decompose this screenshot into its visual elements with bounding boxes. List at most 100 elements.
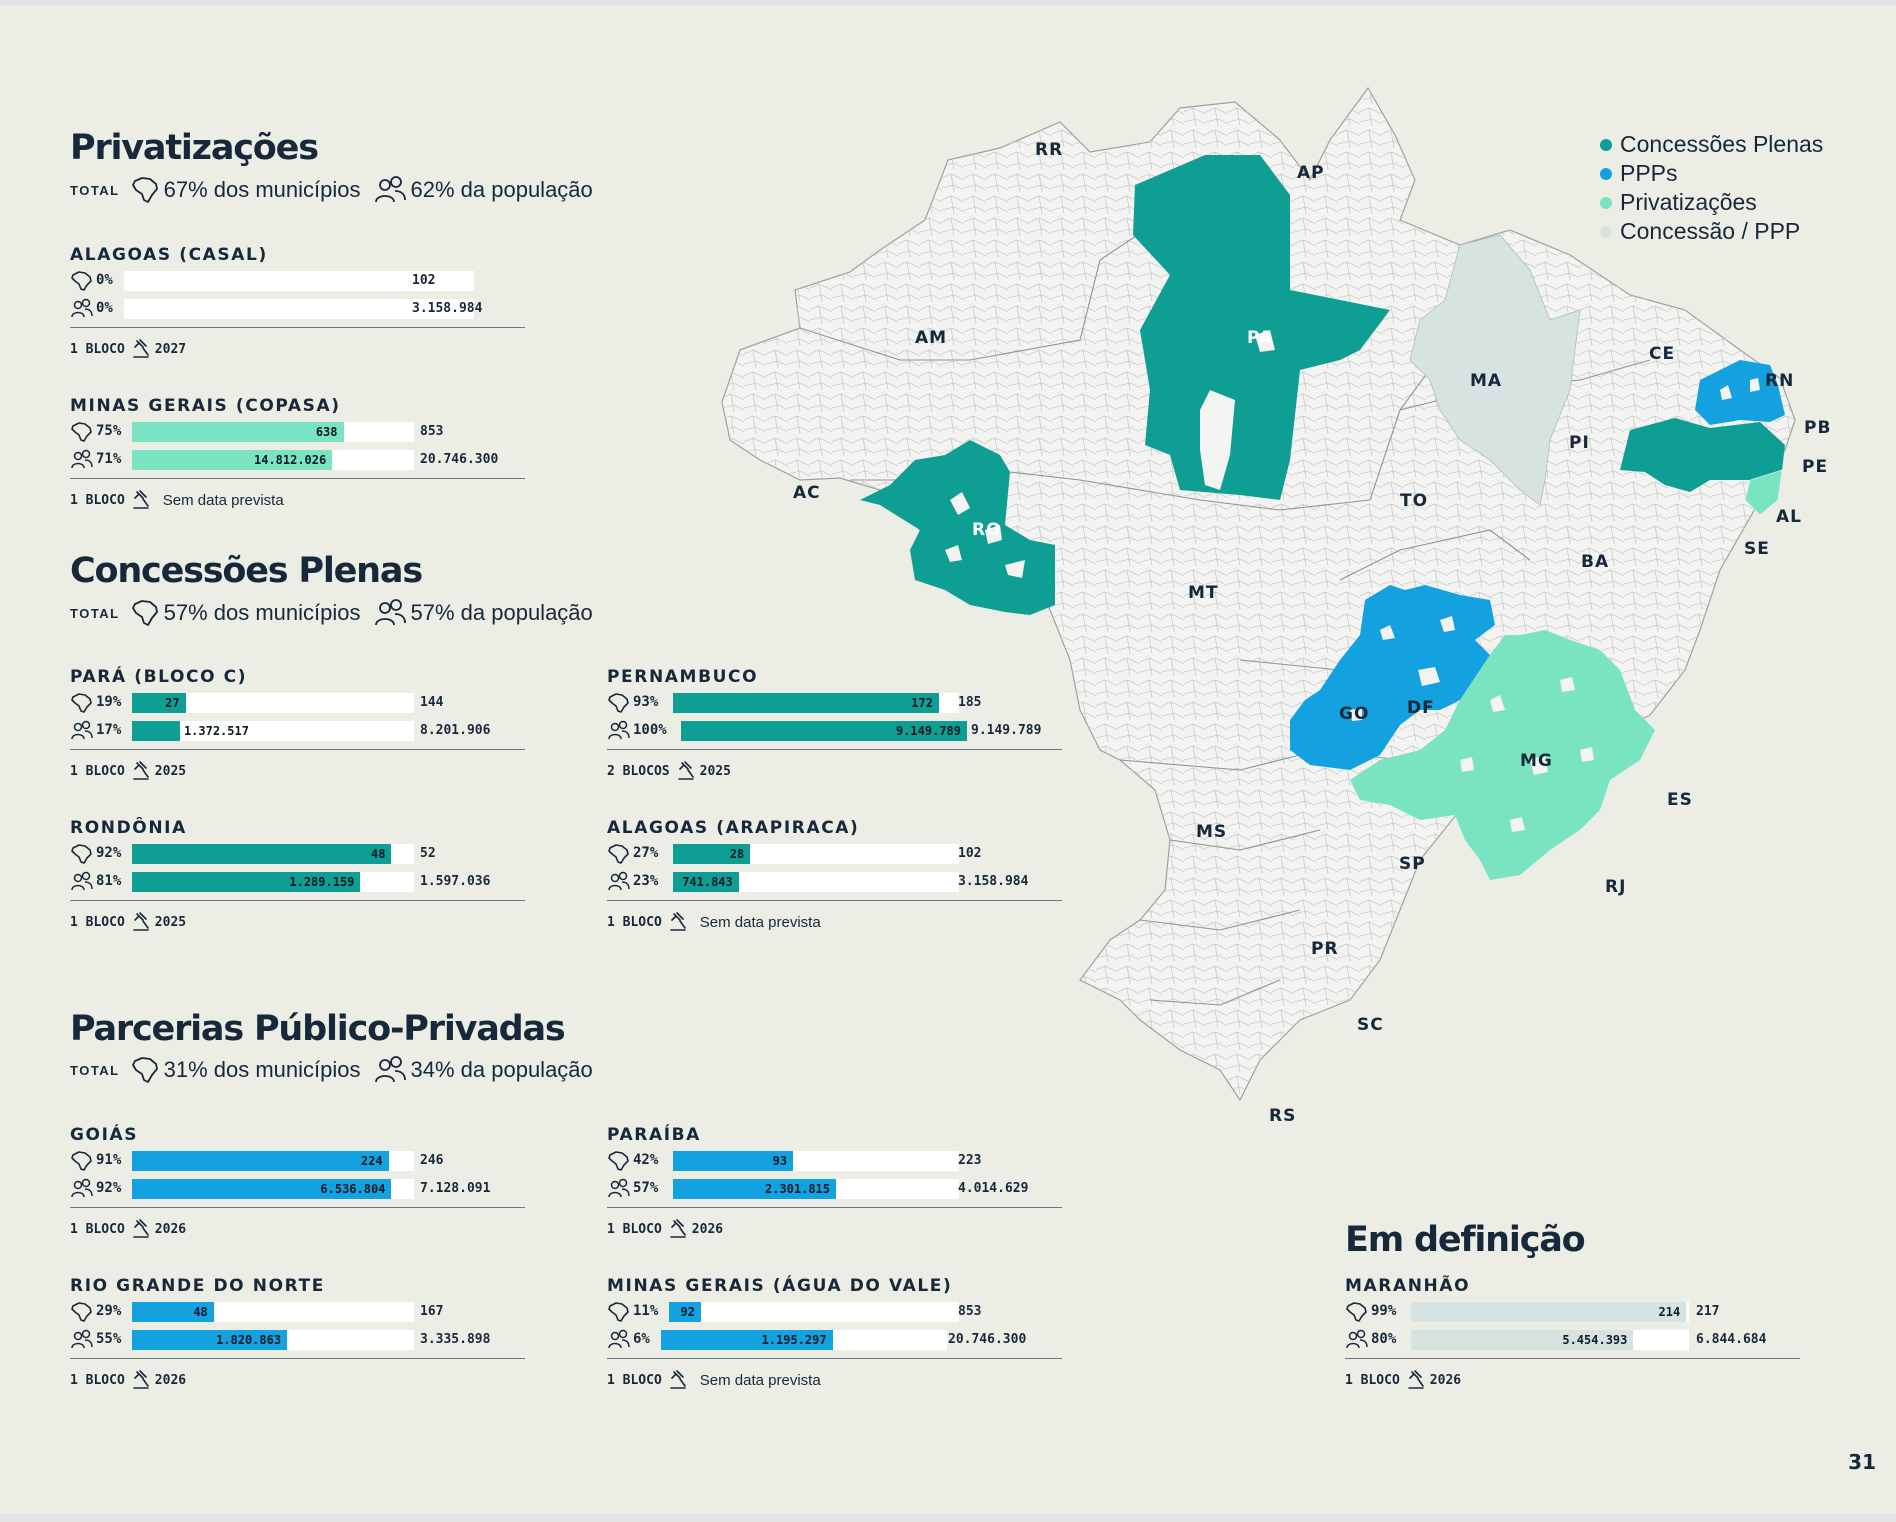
municipios-row: 42% 93 223 [607, 1151, 1072, 1171]
legend-label: PPPs [1620, 160, 1678, 186]
populacao-value: 9.149.789 [895, 724, 961, 738]
municipios-total: 102 [958, 846, 982, 861]
auction-date: Sem data prevista [699, 1371, 821, 1389]
populacao-total: 20.746.300 [420, 452, 499, 467]
auction-date: 2026 [154, 1372, 187, 1388]
municipios-pct: 11% [633, 1303, 659, 1319]
populacao-pct: 92% [96, 1180, 122, 1196]
municipios-total: 102 [412, 273, 436, 288]
auction-date: 2026 [154, 1221, 187, 1237]
brazil-map-icon [71, 271, 92, 291]
block-rondonia: RONDÔNIA 92% 48 52 81% 1.289.159 1.597.0… [70, 818, 535, 943]
rn-gap [1720, 378, 1760, 400]
divider [607, 1358, 1062, 1359]
df-region [1418, 667, 1440, 686]
block-name: MINAS GERAIS (COPASA) [70, 396, 341, 416]
legend-item-ppps: PPPs [1600, 159, 1823, 188]
brazil-map-icon [71, 693, 92, 713]
municipios-total: 167 [420, 1304, 444, 1319]
bloco-count: 1 BLOCO [70, 914, 125, 930]
populacao-bar-track: 2.301.815 [673, 1179, 959, 1199]
municipios-bar-track: 93 [673, 1151, 959, 1171]
divider [607, 1207, 1062, 1208]
municipios-bar-fill: 93 [673, 1151, 794, 1171]
municipios-bar-track: 92 [669, 1302, 959, 1322]
state-ne-ppp [1695, 360, 1785, 516]
municipios-pct: 27% [633, 845, 659, 861]
map-legend: Concessões Plenas PPPs Privatizações Con… [1600, 130, 1823, 246]
populacao-value: 14.812.026 [253, 453, 327, 467]
populacao-bar-track: 14.812.026 [132, 450, 414, 470]
block-para: PARÁ (BLOCO C) 19% 27 144 17% 1.372.517 … [70, 667, 535, 792]
auction-date: 2025 [699, 763, 731, 779]
legend-item-privatizacoes: Privatizações [1600, 188, 1823, 217]
map-label-mt: MT [1188, 583, 1219, 603]
legend-item-concessao-ppp: Concessão / PPP [1600, 217, 1823, 246]
populacao-bar-track: 1.195.297 [661, 1330, 947, 1350]
pa-region [1133, 155, 1390, 500]
auction-date: 2025 [154, 914, 187, 930]
people-icon [608, 1178, 630, 1198]
block-minas-copasa: MINAS GERAIS (COPASA) 75% 638 853 71% 14… [70, 396, 535, 521]
populacao-value: 1.289.159 [289, 875, 355, 889]
legend-label: Concessões Plenas [1620, 131, 1824, 157]
populacao-bar-fill: 14.812.026 [132, 450, 333, 470]
map-label-rj: RJ [1605, 877, 1626, 897]
populacao-row: 80% 5.454.393 6.844.684 [1345, 1329, 1810, 1350]
block-maranhao: MARANHÃO 99% 214 217 80% 5.454.393 6.844… [1345, 1276, 1810, 1401]
block-name: GOIÁS [70, 1125, 139, 1145]
municipios-value: 638 [315, 425, 338, 439]
map-label-pe: PE [1802, 457, 1828, 477]
block-paraiba: PARAÍBA 42% 93 223 57% 2.301.815 4.014.6… [607, 1125, 1072, 1250]
divider [70, 327, 525, 328]
populacao-value: 2.301.815 [764, 1182, 831, 1196]
rn-pb-region [1695, 360, 1785, 425]
populacao-row: 57% 2.301.815 4.014.629 [607, 1178, 1072, 1199]
auction-date: 2027 [154, 341, 187, 357]
populacao-value: 6.536.804 [320, 1182, 386, 1196]
pa-gap [1255, 330, 1275, 352]
map-label-am: AM [915, 328, 947, 348]
block-name: PARÁ (BLOCO C) [70, 667, 248, 687]
bloco-count: 1 BLOCO [70, 1372, 125, 1388]
concessoes-populacao: 57% da população [410, 600, 593, 625]
map-label-es: ES [1667, 790, 1693, 810]
concessoes-municipios: 57% dos municípios [163, 600, 361, 625]
municipios-bar-fill: 172 [673, 693, 939, 713]
municipios-pct: 19% [96, 694, 122, 710]
gavel-icon [1406, 1370, 1426, 1390]
legend-dot [1600, 225, 1612, 238]
gavel-icon [131, 339, 151, 359]
municipios-bar-fill: 27 [132, 693, 186, 713]
municipios-bar-track [124, 271, 474, 291]
people-icon [71, 298, 93, 318]
populacao-value: 1.820.863 [216, 1333, 282, 1347]
gavel-icon [668, 912, 688, 932]
ppp-total: TOTAL 31% dos municípios 34% da populaçã… [70, 1055, 605, 1085]
populacao-value: 1.195.297 [761, 1333, 827, 1347]
municipios-pct: 0% [96, 272, 113, 288]
populacao-pct: 55% [96, 1331, 122, 1347]
divider [607, 749, 1062, 750]
municipios-bar-fill: 638 [132, 422, 344, 442]
brazil-map-icon [71, 422, 92, 442]
state-go-df [1290, 585, 1495, 770]
municipios-total: 223 [958, 1153, 982, 1168]
block-alagoas-arapiraca: ALAGOAS (ARAPIRACA) 27% 28 102 23% 741.8… [607, 818, 1072, 943]
municipios-bar-track: 172 [673, 693, 959, 713]
municipios-value: 92 [680, 1305, 695, 1319]
pa-gap [1200, 390, 1235, 490]
municipios-bar-track: 48 [132, 844, 414, 864]
auction-date: 2025 [154, 763, 187, 779]
block-footer: 1 BLOCO 2026 [70, 1219, 186, 1239]
al-region [1744, 469, 1783, 516]
definicao-title: Em definição [1345, 1220, 1586, 1260]
municipios-bar-track: 27 [132, 693, 414, 713]
map-label-pi: PI [1569, 433, 1590, 453]
block-name: RIO GRANDE DO NORTE [70, 1276, 325, 1296]
municipios-row: 91% 224 246 [70, 1151, 535, 1171]
populacao-pct: 57% [633, 1180, 659, 1196]
brazil-map-icon [1346, 1302, 1367, 1322]
map-label-ms: MS [1196, 822, 1227, 842]
municipios-value: 28 [729, 847, 745, 861]
